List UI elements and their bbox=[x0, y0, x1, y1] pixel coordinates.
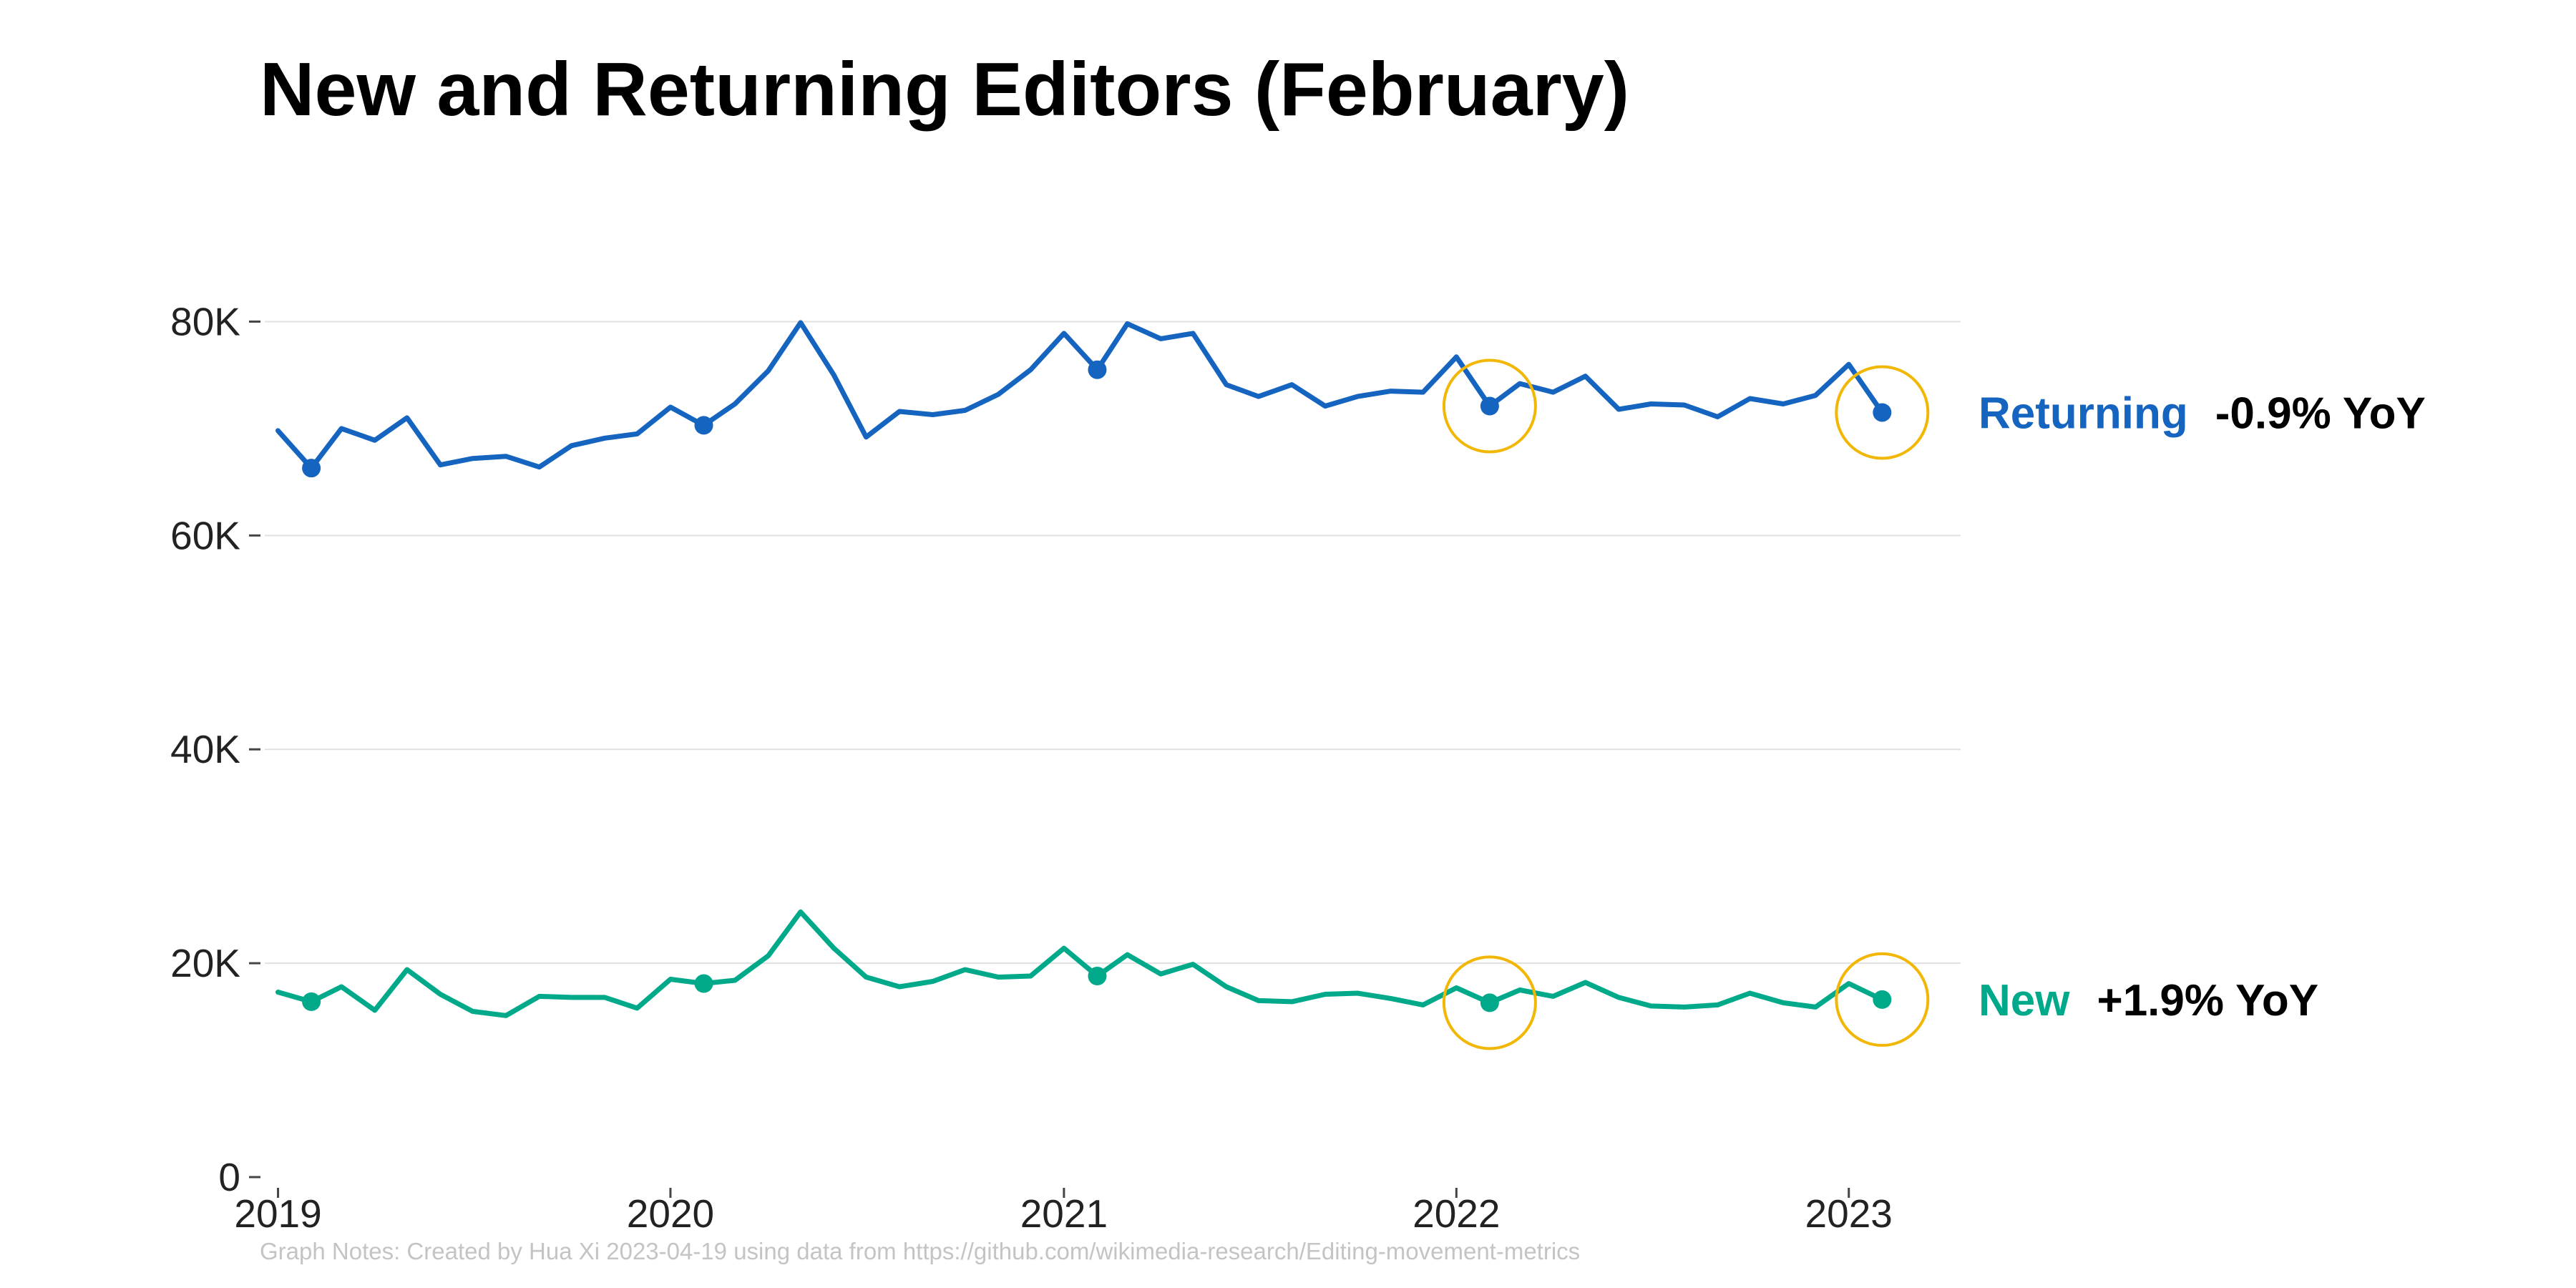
returning-february-point bbox=[694, 416, 713, 435]
x-tick-label: 2023 bbox=[1805, 1191, 1893, 1236]
new-series-label: New bbox=[1979, 976, 2070, 1025]
x-tick-label: 2019 bbox=[234, 1191, 321, 1236]
returning-february-point bbox=[1480, 396, 1499, 416]
new-february-point bbox=[1480, 993, 1499, 1013]
graph-notes: Graph Notes: Created by Hua Xi 2023-04-1… bbox=[260, 1238, 1580, 1264]
y-tick-label: 80K bbox=[170, 299, 240, 343]
returning-february-point bbox=[1088, 360, 1107, 379]
new-february-point bbox=[1873, 990, 1892, 1009]
y-tick-label: 20K bbox=[170, 941, 240, 985]
new-february-point bbox=[302, 992, 321, 1011]
new-series-line bbox=[275, 909, 1885, 1018]
new-highlight-circle bbox=[1835, 952, 1930, 1047]
new-highlight-circle bbox=[1442, 955, 1537, 1050]
y-tick-label: 60K bbox=[170, 513, 240, 557]
returning-series-line bbox=[275, 320, 1885, 471]
grid-layer bbox=[265, 321, 1961, 965]
new-february-point bbox=[1088, 967, 1107, 986]
returning-highlight-circle bbox=[1442, 358, 1537, 454]
returning-february-point bbox=[1873, 403, 1892, 422]
chart-title: New and Returning Editors (February) bbox=[260, 47, 1629, 132]
x-tick-label: 2022 bbox=[1413, 1191, 1500, 1236]
returning-yoy-label: -0.9% YoY bbox=[2215, 389, 2426, 438]
returning-february-point bbox=[302, 459, 321, 478]
y-tick-label: 0 bbox=[218, 1155, 240, 1199]
x-tick-label: 2020 bbox=[627, 1191, 714, 1236]
y-tick-label: 40K bbox=[170, 727, 240, 771]
series-layer bbox=[275, 320, 1885, 1018]
returning-highlight-circle bbox=[1835, 365, 1930, 460]
axis-layer: 0 20K 40K 60K 80K 2019 2020 2021 2022 2023 bbox=[170, 299, 1893, 1236]
new-yoy-label: +1.9% YoY bbox=[2097, 976, 2318, 1025]
label-layer: Returning -0.9% YoY New +1.9% YoY bbox=[1979, 389, 2426, 1025]
returning-series-label: Returning bbox=[1979, 389, 2188, 438]
new-february-point bbox=[694, 974, 713, 993]
marker-layer bbox=[302, 358, 1930, 1050]
x-tick-label: 2021 bbox=[1020, 1191, 1108, 1236]
